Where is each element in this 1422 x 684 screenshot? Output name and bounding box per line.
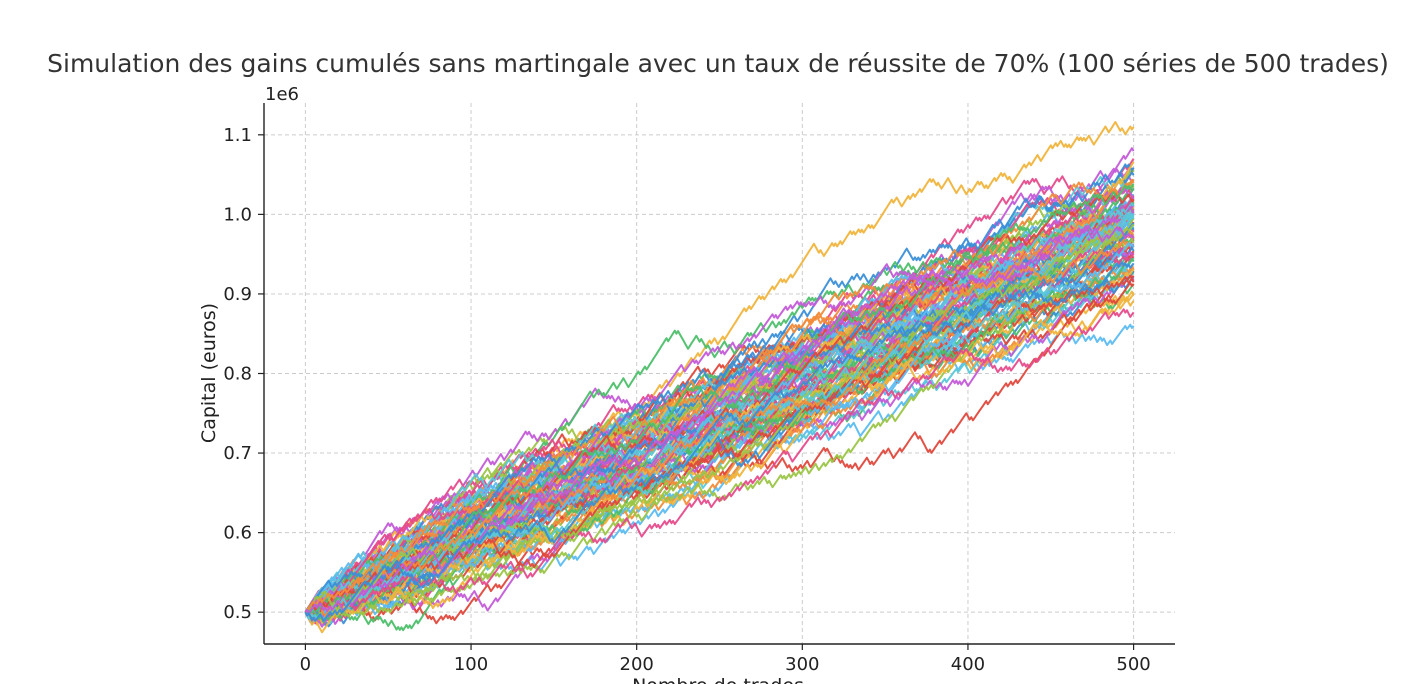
series-line-83 [304, 238, 1135, 615]
axes: 0 100 200 300 400 500 0.5 0.6 0.7 0.8 0.9 1.0 1.1 [223, 103, 1175, 675]
series-line-100 [304, 261, 1135, 622]
y-offset-label: 1e6 [265, 84, 299, 105]
y-tick-label: 1.1 [223, 125, 252, 146]
series-line-89 [304, 206, 1135, 613]
series-line-95 [304, 274, 1135, 613]
y-tick-label: 0.6 [223, 523, 252, 544]
series-layer [304, 121, 1135, 634]
series-line-86 [304, 238, 1135, 618]
series-line-88 [304, 178, 1135, 613]
x-tick-label: 0 [300, 654, 311, 675]
x-tick-label: 500 [1116, 654, 1150, 675]
x-tick-label: 200 [620, 654, 654, 675]
series-line-90 [304, 222, 1135, 613]
y-axis-label: Capital (euros) [198, 303, 220, 443]
chart-title: Simulation des gains cumulés sans martin… [47, 49, 1389, 78]
series-line-93 [304, 308, 1135, 617]
series-line-98 [304, 231, 1135, 613]
x-axis-label: Nombre de trades [632, 675, 804, 684]
y-tick-label: 0.5 [223, 602, 252, 623]
x-tick-label: 100 [454, 654, 488, 675]
y-tick-label: 0.8 [223, 364, 252, 385]
series-line-79 [304, 187, 1135, 615]
x-tick-label: 400 [951, 654, 985, 675]
y-tick-label: 0.9 [223, 284, 252, 305]
x-tick-label: 300 [785, 654, 819, 675]
y-tick-label: 0.7 [223, 443, 252, 464]
y-tick-label: 1.0 [223, 204, 252, 225]
series-line-97 [304, 212, 1135, 622]
series-line-81 [304, 222, 1135, 613]
